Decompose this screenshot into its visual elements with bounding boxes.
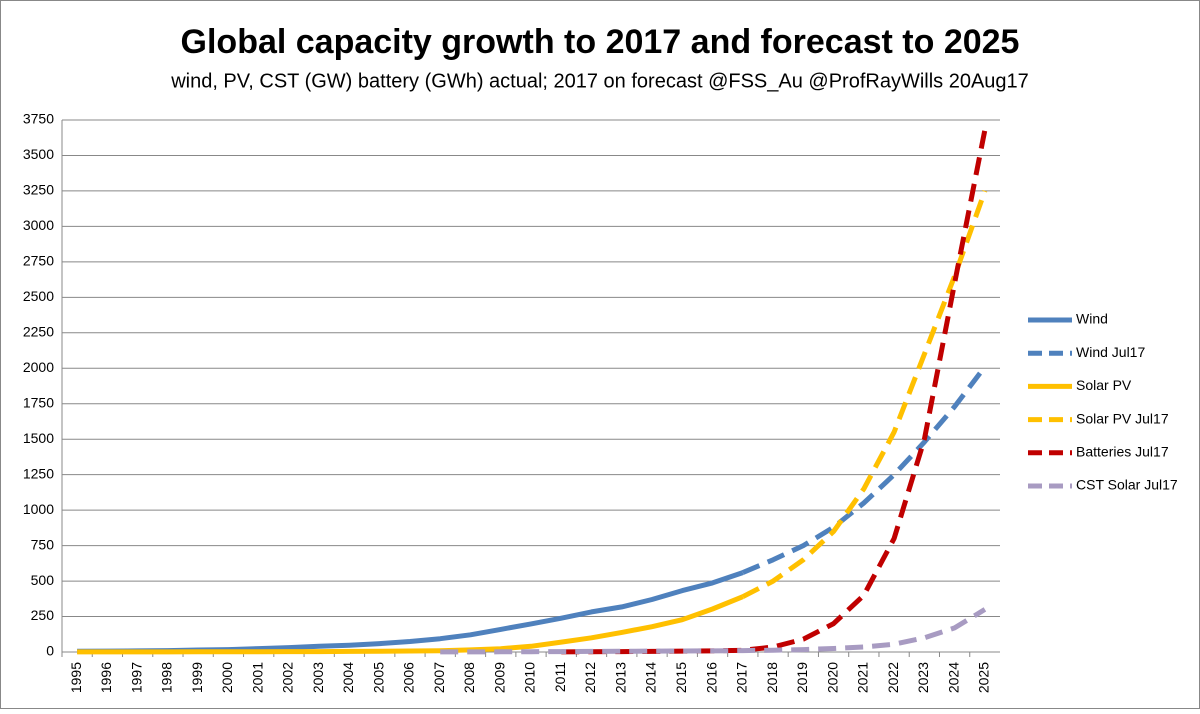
x-tick-label: 1997 [128, 662, 144, 693]
x-tick-label: 2005 [370, 662, 386, 693]
series-line [440, 607, 987, 655]
x-tick-label: 2003 [310, 662, 326, 693]
y-tick-label: 1750 [23, 394, 54, 410]
legend-label: Solar PV [1076, 377, 1132, 393]
chart-subtitle: wind, PV, CST (GW) battery (GWh) actual;… [170, 70, 1029, 92]
x-tick-label: 2024 [945, 662, 961, 693]
x-tick-label: 2018 [764, 662, 780, 693]
x-tick-label: 2021 [855, 662, 871, 693]
x-tick-label: 2014 [643, 662, 659, 693]
y-tick-label: 1500 [23, 430, 54, 446]
y-tick-label: 250 [31, 607, 55, 623]
legend-label: Wind Jul17 [1076, 344, 1145, 360]
y-tick-label: 2750 [23, 253, 54, 269]
x-tick-label: 2022 [885, 662, 901, 693]
y-tick-label: 3500 [23, 146, 54, 162]
x-tick-label: 2012 [582, 662, 598, 693]
y-tick-label: 3250 [23, 182, 54, 198]
series-line [741, 365, 987, 575]
y-tick-label: 0 [46, 643, 54, 659]
x-tick-label: 2001 [249, 662, 265, 693]
legend-label: Batteries Jul17 [1076, 444, 1169, 460]
x-tick-label: 1998 [159, 662, 175, 693]
legend-label: Solar PV Jul17 [1076, 410, 1169, 426]
series-line [741, 190, 988, 599]
y-tick-label: 3750 [23, 111, 54, 127]
x-tick-label: 2015 [673, 662, 689, 693]
x-tick-label: 2011 [552, 662, 568, 692]
y-tick-label: 2500 [23, 288, 54, 304]
x-tick-label: 2016 [703, 662, 719, 693]
x-tick-label: 2004 [340, 662, 356, 693]
x-tick-label: 2013 [612, 662, 628, 693]
x-tick-label: 2006 [401, 662, 417, 693]
y-tick-label: 1000 [23, 501, 54, 517]
x-tick-label: 2000 [219, 662, 235, 693]
y-tick-label: 500 [31, 572, 55, 588]
x-tick-label: 2020 [824, 662, 840, 693]
x-tick-label: 2025 [976, 662, 992, 693]
x-tick-label: 2009 [491, 662, 507, 693]
x-tick-label: 2010 [522, 662, 538, 693]
y-tick-label: 1250 [23, 465, 54, 481]
y-tick-label: 2000 [23, 359, 54, 375]
legend-label: CST Solar Jul17 [1076, 477, 1178, 493]
x-tick-label: 1996 [98, 662, 114, 693]
x-tick-label: 2008 [461, 662, 477, 693]
x-tick-label: 2007 [431, 662, 447, 693]
y-tick-label: 2250 [23, 324, 54, 340]
y-tick-label: 3000 [23, 217, 54, 233]
chart-title: Global capacity growth to 2017 and forec… [181, 23, 1020, 61]
legend-label: Wind [1076, 311, 1108, 327]
x-tick-label: 2002 [280, 662, 296, 693]
x-tick-label: 2019 [794, 662, 810, 693]
x-tick-label: 2023 [915, 662, 931, 693]
x-tick-label: 2017 [734, 662, 750, 693]
x-tick-label: 1995 [68, 662, 84, 693]
y-tick-label: 750 [31, 536, 55, 552]
series-line [77, 594, 744, 655]
x-tick-label: 1999 [189, 662, 205, 693]
